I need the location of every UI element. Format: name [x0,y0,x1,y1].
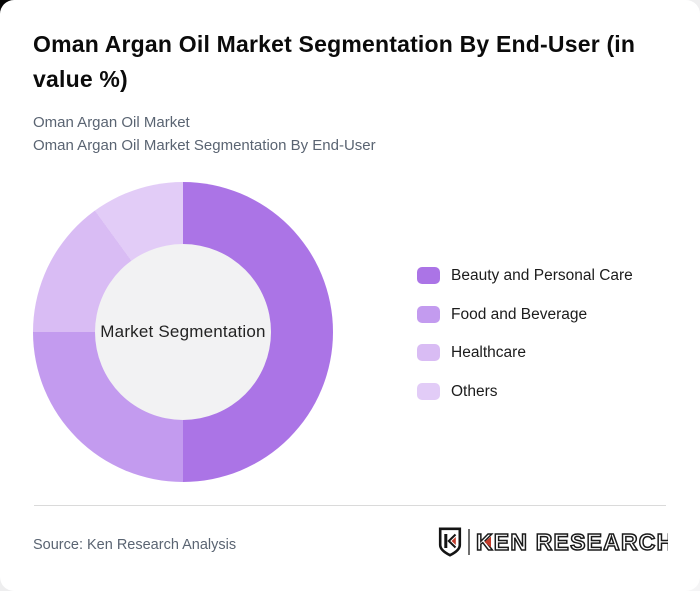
legend-item-healthcare: Healthcare [417,344,633,361]
legend-item-others: Others [417,382,633,400]
footer-divider [34,505,666,506]
source-note: Source: Ken Research Analysis [33,537,237,553]
donut-hole: Market Segmentation [95,244,271,420]
logo-divider [468,529,470,555]
chart-legend: Beauty and Personal Care Food and Bevera… [417,267,633,400]
legend-swatch [417,305,440,323]
donut-center-label: Market Segmentation [100,322,266,341]
legend-label: Healthcare [451,344,526,361]
legend-swatch [417,344,440,361]
subtitle-line-1: Oman Argan Oil Market [33,114,190,131]
legend-item-food-and-beverage: Food and Beverage [417,305,633,323]
shield-k-icon [438,527,462,557]
logo-text: KEN RESEARCH [476,529,668,555]
legend-label: Food and Beverage [451,305,588,323]
chart-subtitle: Oman Argan Oil Market Oman Argan Oil Mar… [33,112,376,157]
subtitle-line-2: Oman Argan Oil Market Segmentation By En… [33,136,376,154]
page-title: Oman Argan Oil Market Segmentation By En… [33,31,636,92]
ken-research-logo: KEN RESEARCH [438,526,668,558]
donut-chart: Market Segmentation [33,182,333,482]
logo-k-accent [484,536,491,548]
logo-wordmark: KEN RESEARCH [476,528,668,556]
legend-label: Others [451,382,498,400]
legend-swatch [417,267,440,284]
legend-label: Beauty and Personal Care [451,267,633,284]
legend-item-beauty-and-personal-care: Beauty and Personal Care [417,267,633,284]
legend-swatch [417,382,440,400]
